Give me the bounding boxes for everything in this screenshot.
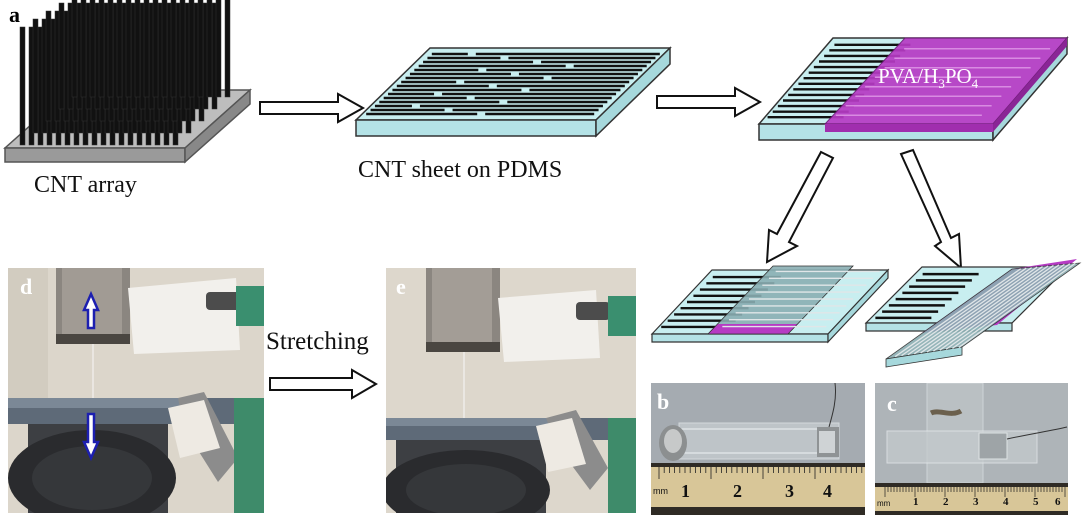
device-crossed [864,259,1082,368]
cnt-array-illustration [3,0,252,164]
ruler-c-label: 6 [1055,496,1061,508]
cnt-bundle [945,263,1065,350]
diagonal-arrow-right [899,148,963,271]
cnt-bundle [913,266,1038,355]
ruler-b-label: 4 [823,481,832,501]
cnt-pillar [161,0,168,98]
cnt-pillar [125,0,132,98]
ruler-b-label: 3 [785,481,794,501]
cnt-bundle [926,265,1049,353]
ruler-c-label: 4 [1003,496,1009,508]
photo-panel-b: b mm 1 2 3 4 [651,383,865,515]
cnt-pillar [188,0,195,98]
cnt-pillar [197,0,204,98]
process-arrow-1 [259,92,366,124]
cnt-pillar [107,0,114,98]
ruler-c-label: 5 [1033,496,1039,508]
ruler-c-label: 3 [973,496,979,508]
stretching-caption: Stretching [266,328,369,355]
panel-label-e: e [396,274,406,299]
photo-panel-c: c mm 1 2 3 4 5 6 [875,383,1068,515]
ruler-b-unit: mm [653,486,668,496]
ruler-b-label: 1 [681,481,690,501]
panel-label-a: a [9,2,20,27]
electrolyte-label: PVA/H3PO4 [878,64,979,92]
cnt-bundle [920,266,1043,354]
cnt-pillar [80,0,87,98]
cnt-pillar [71,0,78,98]
photo-panel-e: e [386,268,636,513]
cnt-bundle [907,267,1033,356]
cnt-pillar [58,2,65,110]
cnt-bundle [901,267,1027,357]
cnt-pillar [32,18,39,134]
cnt-bundle [894,268,1022,358]
cnt-pillar [134,0,141,98]
cnt-pillar [179,0,186,98]
cnt-pillar [98,0,105,98]
device-parallel [650,265,890,344]
panel-label-c: c [887,391,897,416]
cnt-pillar [116,0,123,98]
ruler-c-unit: mm [877,499,891,508]
cnt-pillar [89,0,96,98]
cnt-pillar [224,0,231,98]
panel-label-b: b [657,389,670,414]
cnt-pillar [45,10,52,122]
panel-label-d: d [20,274,33,299]
cnt-bundle [932,264,1054,352]
photo-panel-d: d [8,268,264,513]
cnt-bundle [939,264,1060,351]
electrolyte-coated-sheet [757,35,1069,143]
cnt-sheet-caption: CNT sheet on PDMS [358,157,563,183]
cnt-pillar [152,0,159,98]
stretching-arrow [269,368,378,400]
ruler-b-label: 2 [733,481,742,501]
ruler-c-label: 2 [943,496,949,508]
cnt-bundle [952,263,1071,349]
cnt-sheet-illustration [354,46,672,138]
cnt-array-caption: CNT array [34,172,137,198]
process-arrow-2 [656,86,763,118]
ruler-c-label: 1 [913,496,919,508]
cnt-bundle [958,262,1076,348]
cnt-pillar [206,0,213,98]
cnt-pillar [143,0,150,98]
cnt-pillar [19,26,26,146]
diagonal-arrow-left [765,150,835,264]
cnt-pillar [170,0,177,98]
cnt-pillar [215,0,222,98]
